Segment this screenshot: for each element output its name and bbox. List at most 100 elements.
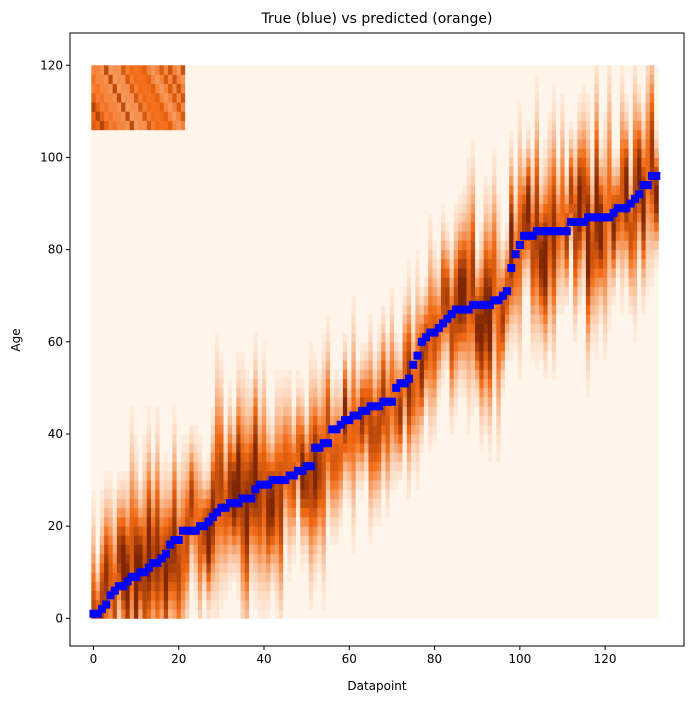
heat-cell	[249, 443, 254, 453]
heat-cell	[398, 194, 403, 204]
heat-cell	[270, 507, 276, 518]
heat-cell	[313, 360, 318, 370]
heat-cell	[95, 157, 101, 168]
heat-cell	[364, 452, 369, 463]
heat-cell	[338, 443, 344, 453]
heat-cell	[206, 111, 212, 121]
heat-cell	[278, 526, 284, 536]
heat-cell	[415, 433, 421, 444]
heat-cell	[185, 304, 190, 315]
heat-cell	[121, 572, 126, 582]
heat-cell	[125, 83, 131, 94]
heat-cell	[116, 553, 122, 564]
heat-cell	[377, 387, 382, 398]
heat-cell	[159, 120, 165, 131]
heat-cell	[338, 599, 344, 610]
heat-cell	[129, 249, 135, 260]
heat-cell	[129, 83, 135, 94]
heat-cell	[210, 470, 216, 481]
heat-cell	[313, 175, 318, 186]
heat-cell	[274, 295, 280, 306]
heat-cell	[389, 553, 395, 564]
heat-cell	[176, 387, 182, 398]
heat-cell	[202, 304, 207, 315]
heat-cell	[108, 157, 114, 168]
heat-cell	[274, 240, 280, 251]
heat-cell	[142, 258, 148, 269]
heat-cell	[415, 221, 421, 232]
heat-cell	[95, 526, 101, 536]
heat-cell	[402, 323, 408, 333]
heat-cell	[347, 74, 352, 85]
heat-cell	[317, 572, 322, 582]
heat-cell	[347, 498, 352, 509]
heat-cell	[372, 461, 378, 472]
heat-cell	[210, 332, 216, 343]
heat-cell	[330, 563, 335, 573]
heat-cell	[406, 203, 412, 214]
heat-cell	[151, 175, 156, 186]
heat-cell	[99, 498, 105, 509]
heat-cell	[278, 203, 284, 214]
heat-cell	[219, 424, 224, 435]
heat-cell	[95, 406, 101, 416]
heat-cell	[321, 148, 327, 158]
heat-cell	[261, 74, 267, 85]
heat-cell	[219, 92, 224, 103]
heat-cell	[317, 102, 322, 112]
heat-cell	[180, 231, 186, 241]
heat-cell	[283, 480, 288, 490]
heat-cell	[227, 553, 233, 564]
heat-cell	[180, 452, 186, 463]
heat-cell	[398, 553, 403, 564]
heat-cell	[146, 295, 152, 306]
heat-cell	[338, 480, 344, 490]
heat-cell	[185, 240, 190, 251]
heat-cell	[270, 498, 276, 509]
heat-cell	[283, 443, 288, 453]
heat-cell	[227, 314, 233, 324]
heat-cell	[202, 526, 207, 536]
heat-cell	[151, 461, 156, 472]
heat-cell	[172, 203, 177, 214]
heat-cell	[428, 599, 433, 610]
heat-cell	[283, 507, 288, 518]
heat-cell	[300, 129, 305, 140]
heat-cell	[155, 387, 160, 398]
heat-cell	[440, 249, 446, 260]
heat-cell	[206, 498, 212, 509]
heat-cell	[249, 148, 254, 158]
heat-cell	[313, 424, 318, 435]
heat-cell	[91, 369, 96, 380]
heat-cell	[283, 129, 288, 140]
heat-cell	[121, 111, 126, 121]
heat-cell	[308, 443, 314, 453]
heat-cell	[121, 120, 126, 131]
heat-cell	[193, 369, 199, 380]
heat-cell	[257, 360, 263, 370]
heat-cell	[313, 129, 318, 140]
heat-cell	[385, 544, 391, 555]
heat-cell	[325, 268, 331, 278]
heat-cell	[274, 351, 280, 361]
heat-cell	[372, 387, 378, 398]
heat-cell	[261, 599, 267, 610]
heat-cell	[176, 378, 182, 389]
heat-cell	[176, 397, 182, 407]
heat-cell	[112, 563, 118, 573]
heat-cell	[432, 535, 438, 545]
heat-cell	[206, 387, 212, 398]
heat-cell	[347, 166, 352, 177]
heat-cell	[121, 295, 126, 306]
heat-cell	[104, 111, 109, 121]
heat-cell	[253, 92, 259, 103]
heat-cell	[99, 268, 105, 278]
heat-cell	[240, 544, 246, 555]
heat-cell	[287, 65, 293, 75]
heat-cell	[95, 102, 101, 112]
heat-cell	[342, 452, 348, 463]
heat-cell	[381, 194, 386, 204]
heat-cell	[406, 415, 412, 426]
heat-cell	[189, 139, 195, 149]
